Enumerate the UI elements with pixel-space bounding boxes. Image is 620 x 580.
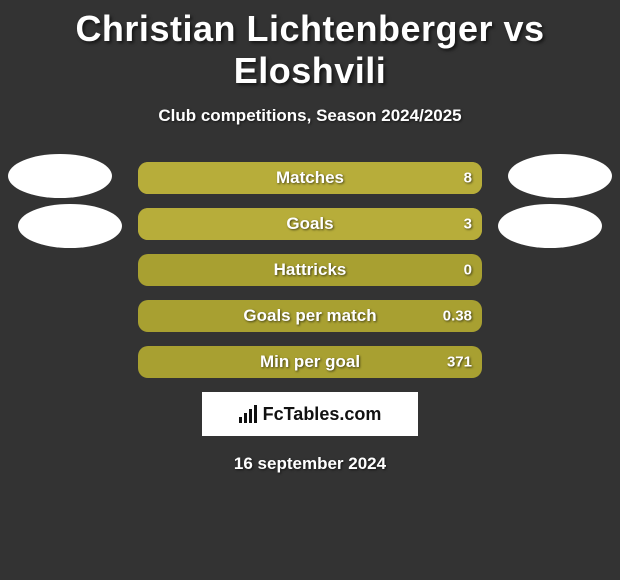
stat-label: Matches	[138, 168, 482, 188]
chart-icon	[239, 405, 257, 423]
player1-avatar-a	[8, 154, 112, 198]
stat-value-right: 0.38	[443, 308, 472, 325]
stat-bars: Matches8Goals3Hattricks0Goals per match0…	[138, 162, 482, 378]
brand-text: FcTables.com	[263, 404, 382, 425]
stats-area: Matches8Goals3Hattricks0Goals per match0…	[0, 162, 620, 378]
subtitle: Club competitions, Season 2024/2025	[0, 106, 620, 126]
stat-value-right: 3	[464, 216, 472, 233]
stat-row: Matches8	[138, 162, 482, 194]
player2-avatar-a	[508, 154, 612, 198]
stat-label: Min per goal	[138, 352, 482, 372]
stat-label: Goals	[138, 214, 482, 234]
stat-value-right: 0	[464, 262, 472, 279]
stat-row: Hattricks0	[138, 254, 482, 286]
stat-label: Goals per match	[138, 306, 482, 326]
stat-row: Goals3	[138, 208, 482, 240]
date-label: 16 september 2024	[0, 454, 620, 474]
player1-avatar-b	[18, 204, 122, 248]
stat-value-right: 8	[464, 170, 472, 187]
brand-link[interactable]: FcTables.com	[202, 392, 418, 436]
stat-row: Goals per match0.38	[138, 300, 482, 332]
page-title: Christian Lichtenberger vs Eloshvili	[0, 0, 620, 92]
stat-value-right: 371	[447, 354, 472, 371]
stat-row: Min per goal371	[138, 346, 482, 378]
stat-label: Hattricks	[138, 260, 482, 280]
player2-avatar-b	[498, 204, 602, 248]
